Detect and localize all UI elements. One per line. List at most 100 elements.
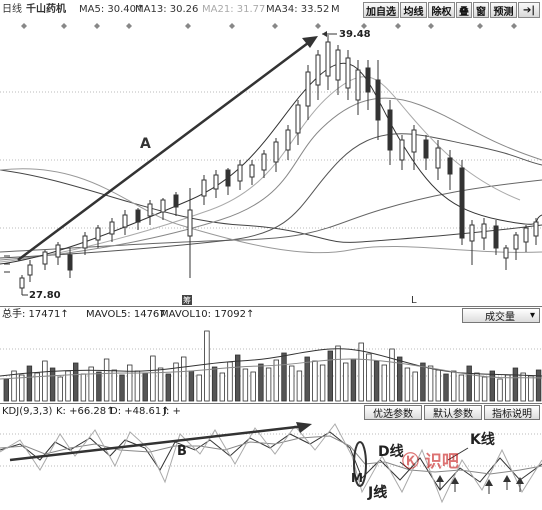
volume-bar	[373, 360, 380, 402]
volume-bar	[497, 378, 503, 402]
volume-bar	[80, 373, 87, 402]
volume-bar	[73, 362, 79, 402]
stock-name: 千山药机	[26, 4, 66, 15]
chip-marker	[182, 295, 192, 305]
volume-bar	[49, 367, 56, 402]
volume-bar	[281, 352, 287, 402]
mavol5-value: MAVOL5: 14767	[86, 309, 166, 320]
volume-bar	[88, 366, 94, 402]
ma-lines-button[interactable]: 均线	[400, 2, 427, 18]
volume-bar	[327, 350, 333, 402]
volume-bar	[528, 375, 534, 402]
volume-bar	[420, 362, 426, 402]
ma21-value: MA21: 31.77	[202, 4, 266, 15]
volume-bar	[3, 378, 9, 402]
volume-bar	[134, 370, 141, 402]
annotation-m: M	[351, 471, 363, 485]
price-axis-ticks	[4, 255, 10, 273]
event-markers	[21, 23, 517, 29]
more-indicator: M	[331, 4, 340, 15]
volume-bar	[520, 372, 526, 402]
forecast-button[interactable]: 预测	[490, 2, 517, 18]
volume-bar	[142, 372, 148, 402]
volume-bar	[350, 358, 357, 402]
ma5-value: MA5: 30.40↑	[79, 4, 145, 15]
annotation-d-line: D线	[378, 444, 404, 460]
price-chart: A 39.48 27.80 筹 L	[0, 23, 542, 305]
ma34-value: MA34: 33.52	[266, 4, 330, 15]
chip-marker-label: 筹	[183, 295, 191, 305]
optimize-params-button[interactable]: 优选参数	[364, 405, 422, 420]
volume-bar	[443, 373, 449, 402]
volume-bar	[404, 367, 411, 402]
high-price-label: 39.48	[339, 29, 371, 40]
expand-icon[interactable]: ➔|	[518, 2, 540, 18]
volume-bar	[11, 370, 17, 402]
volume-bar	[103, 358, 110, 402]
volume-bar	[312, 360, 318, 402]
overlay-button[interactable]: 叠	[456, 2, 472, 18]
indicator-selector[interactable]: 成交量 ▾	[462, 308, 540, 323]
kdj-k-value: K: +66.28↑	[56, 406, 115, 417]
volume-bar	[265, 367, 272, 402]
volume-bar	[42, 360, 48, 402]
chevron-down-icon: ▾	[529, 310, 535, 321]
volume-bar	[342, 362, 349, 402]
volume-bar	[219, 372, 225, 402]
volume-bar	[358, 342, 364, 402]
volume-bar	[427, 365, 434, 402]
kdj-d-value: D: +48.61↑	[110, 406, 170, 417]
kdj-title: KDJ(9,3,3)	[2, 406, 53, 417]
kdj-j-value: J: +	[163, 406, 181, 417]
volume-panel: 总手: 17471↑ MAVOL5: 14767 MAVOL10: 17092↑…	[0, 306, 542, 403]
volume-bar	[273, 359, 279, 402]
period-label: 日线	[2, 4, 22, 15]
trend-arrow-b	[9, 424, 306, 462]
volume-bar	[319, 364, 326, 402]
volume-bar	[180, 356, 187, 402]
volume-bar	[296, 370, 303, 402]
kdj-panel: KDJ(9,3,3) K: +66.28↑ D: +48.61↑ J: + 优选…	[0, 403, 542, 510]
m-circle	[353, 441, 367, 487]
volume-bar	[34, 372, 40, 402]
window-button[interactable]: 窗	[473, 2, 489, 18]
indicator-help-button[interactable]: 指标说明	[484, 405, 540, 420]
volume-bar	[381, 364, 387, 402]
volume-bar	[258, 363, 264, 402]
volume-bar	[304, 356, 310, 402]
volume-bar	[234, 354, 241, 402]
total-hands-value: 总手: 17471↑	[2, 309, 69, 320]
volume-bar	[119, 374, 125, 402]
volume-bar	[335, 345, 341, 402]
volume-bar	[458, 374, 465, 402]
annotation-a: A	[140, 136, 151, 152]
indicator-selector-value: 成交量	[485, 312, 515, 323]
volume-bar	[242, 368, 249, 402]
volume-bar	[150, 355, 156, 402]
volume-bar	[535, 369, 542, 402]
ma13-value: MA13: 30.26	[135, 4, 199, 15]
default-params-button[interactable]: 默认参数	[424, 405, 482, 420]
kdj-chart	[0, 422, 542, 504]
volume-bar	[18, 374, 25, 402]
ex-rights-button[interactable]: 除权	[428, 2, 455, 18]
volume-bar	[489, 370, 495, 402]
volume-bar	[474, 372, 480, 402]
volume-bar	[111, 369, 117, 402]
add-watchlist-button[interactable]: 加自选	[363, 2, 399, 18]
volume-bar	[250, 371, 256, 402]
volume-bar	[288, 365, 295, 402]
volume-bars	[0, 330, 542, 402]
volume-bar	[504, 374, 511, 402]
volume-bar	[366, 353, 372, 402]
volume-bar	[450, 370, 457, 402]
volume-bar	[435, 369, 441, 402]
volume-bar	[96, 371, 102, 402]
annotation-k-line: K线	[470, 432, 495, 448]
volume-bar	[157, 367, 164, 402]
volume-bar	[204, 330, 210, 402]
buy-arrows	[436, 475, 524, 494]
high-price-marker	[322, 31, 337, 37]
volume-bar	[165, 373, 171, 402]
trend-arrow-a	[17, 36, 318, 262]
